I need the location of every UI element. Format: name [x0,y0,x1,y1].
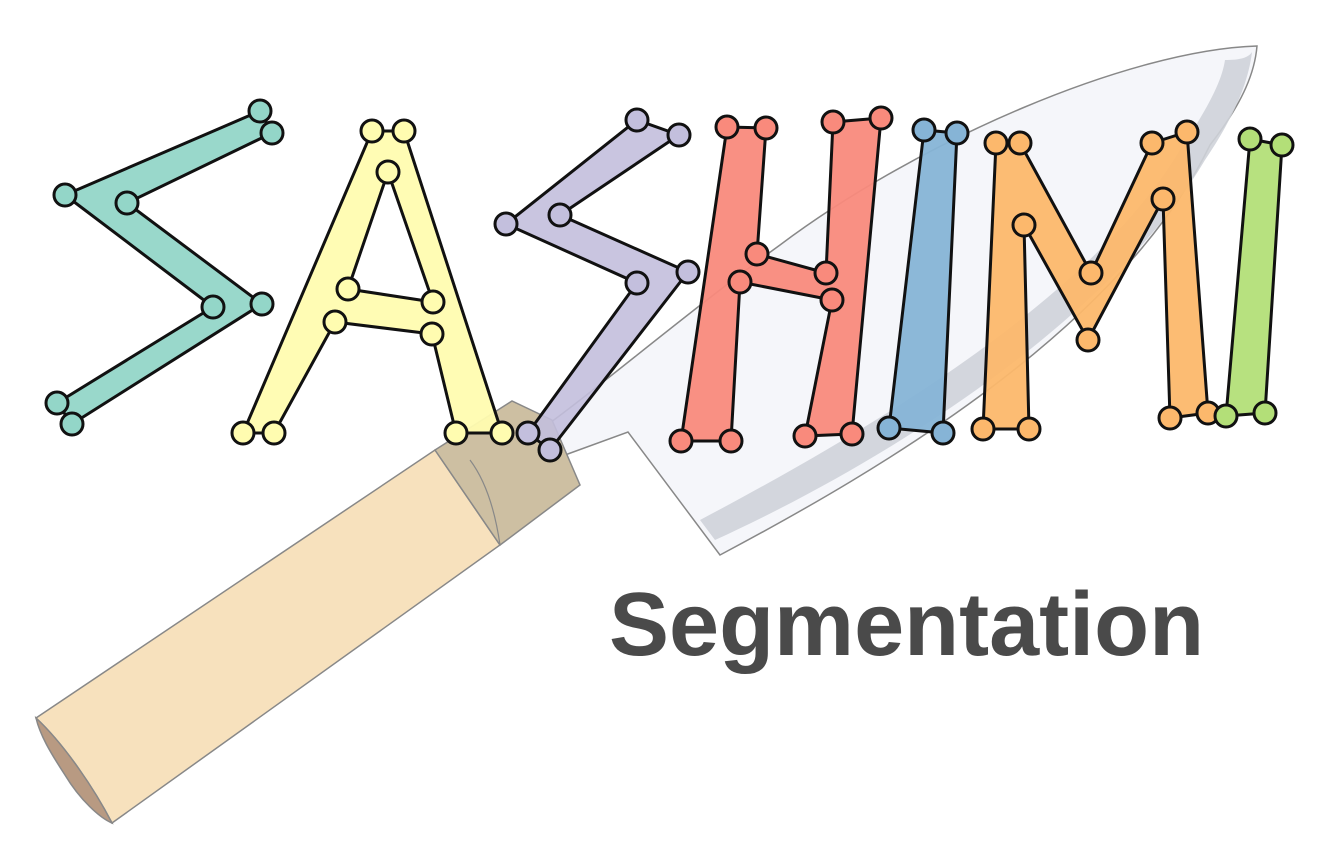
letter-s2 [493,107,701,463]
knife-icon [34,45,1258,825]
letter-a [230,118,515,446]
letter-i2 [1213,126,1295,429]
knife-handle-end [34,715,114,825]
subtitle: Segmentation [609,575,1204,675]
letter-s1 [44,98,285,437]
letter-m [970,119,1221,442]
letter-i1 [876,117,970,446]
knife-blade-edge [700,52,1252,540]
letter-h [668,105,894,454]
knife-handle [34,448,502,825]
